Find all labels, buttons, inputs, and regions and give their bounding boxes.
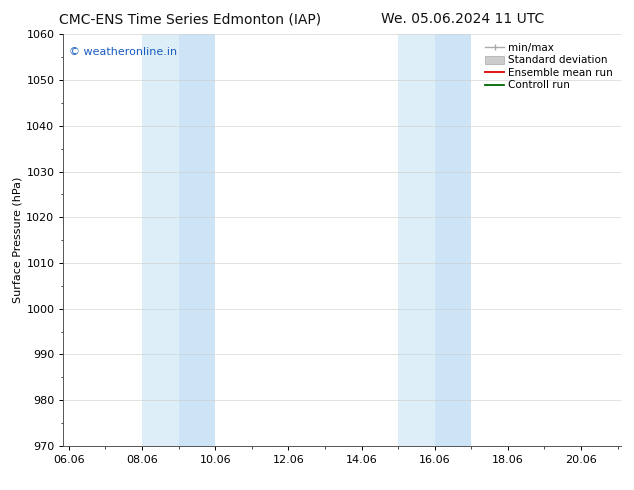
- Bar: [435, 34, 471, 446]
- Text: We. 05.06.2024 11 UTC: We. 05.06.2024 11 UTC: [381, 12, 545, 26]
- Bar: [398, 34, 435, 446]
- Text: CMC-ENS Time Series Edmonton (IAP): CMC-ENS Time Series Edmonton (IAP): [59, 12, 321, 26]
- Y-axis label: Surface Pressure (hPa): Surface Pressure (hPa): [12, 177, 22, 303]
- Bar: [179, 34, 215, 446]
- Text: © weatheronline.in: © weatheronline.in: [69, 47, 177, 57]
- Bar: [142, 34, 179, 446]
- Legend: min/max, Standard deviation, Ensemble mean run, Controll run: min/max, Standard deviation, Ensemble me…: [482, 40, 616, 94]
